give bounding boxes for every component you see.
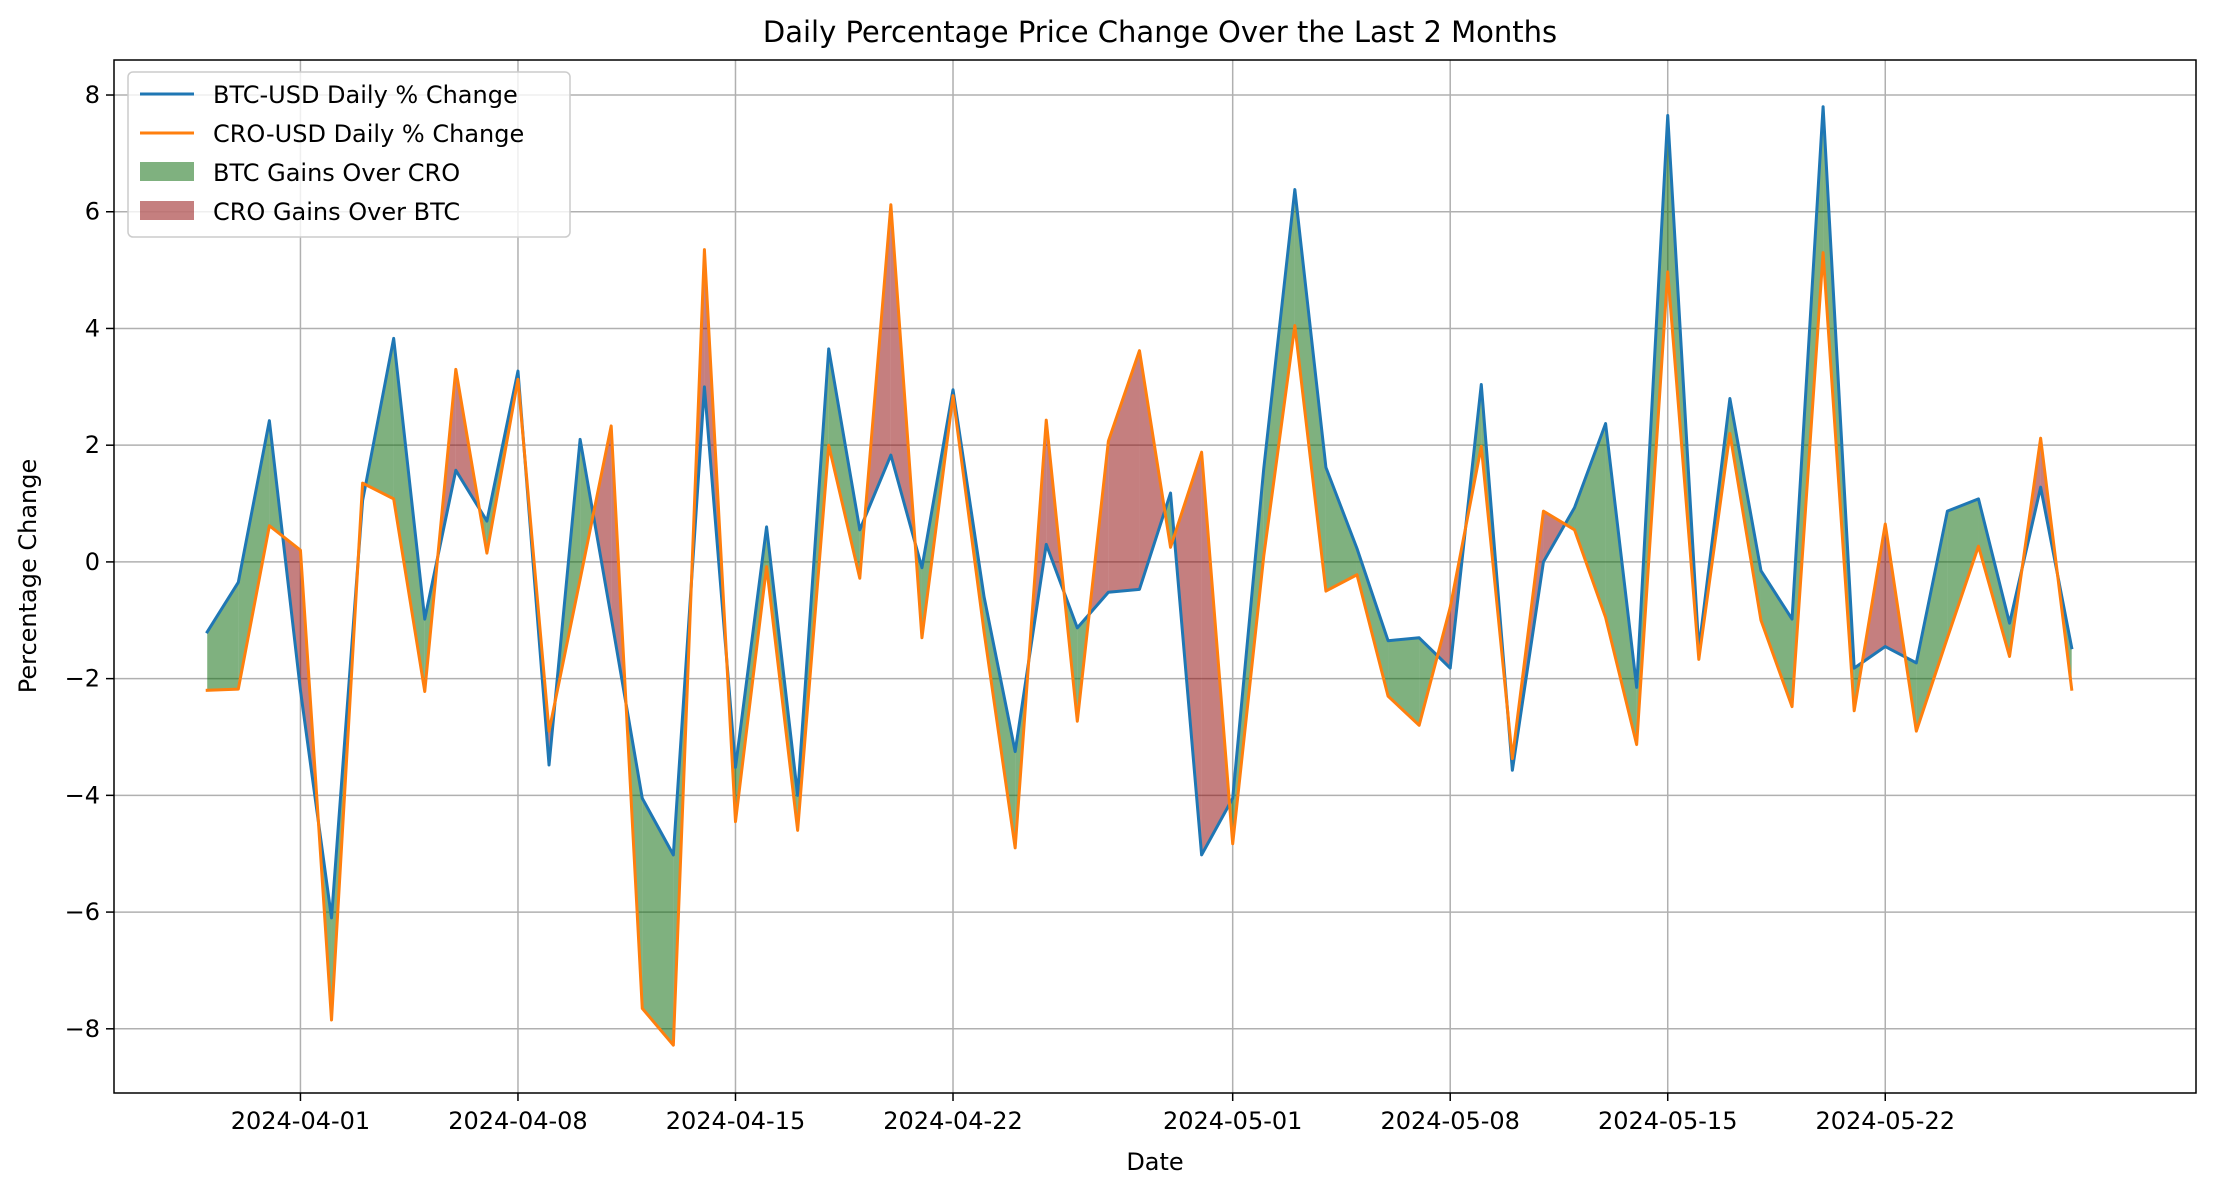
legend: BTC-USD Daily % Change CRO-USD Daily % C… [127,71,571,238]
btc-gain-area [238,420,270,690]
y-tick-label: −4 [65,781,100,809]
series-lines [205,105,2074,1047]
btc-gain-area [1294,189,1326,592]
x-tick-label: 2024-04-15 [666,1107,805,1135]
btc-gain-area [1760,570,1793,707]
legend-label-cro-gains: CRO Gains Over BTC [213,198,460,226]
btc-gain-area [828,348,860,579]
x-tick-label: 2024-04-08 [448,1107,587,1135]
y-tick-label: 6 [85,198,100,226]
btc-gain-area [1947,498,1979,638]
y-tick-label: 2 [85,431,100,459]
plot-frame [113,59,2197,1094]
y-tick-label: 4 [85,314,100,342]
btc-series-line [205,105,2074,920]
y-tick-label: −6 [65,898,100,926]
legend-label-btc-gains: BTC Gains Over CRO [213,159,460,187]
x-tick-label: 2024-05-22 [1816,1107,1955,1135]
btc-gain-area [580,439,594,580]
y-tick-label: 0 [85,548,100,576]
btc-gain-area [642,798,674,1046]
cro-gain-area [1543,511,1566,562]
y-tick-label: 8 [85,81,100,109]
btc-gain-area [207,582,239,691]
legend-label-cro: CRO-USD Daily % Change [213,120,524,148]
btc-gain-area [1916,511,1948,732]
x-axis-label: Date [1126,1148,1183,1176]
legend-swatch-btc-gains [140,162,194,181]
x-tick-label: 2024-05-01 [1163,1107,1302,1135]
legend-frame [127,71,571,238]
btc-gain-area [1263,189,1295,557]
cro-gain-area [1108,350,1140,593]
y-axis-label: Percentage Change [14,459,42,694]
x-axis-ticks: 2024-04-01 2024-04-08 2024-04-15 2024-04-22… [231,1093,1955,1135]
x-tick-label: 2024-04-01 [231,1107,370,1135]
y-tick-label: −2 [65,665,100,693]
y-tick-label: −8 [65,1015,100,1043]
btc-gain-area [1388,637,1420,726]
x-tick-label: 2024-04-22 [883,1107,1022,1135]
cro-series-line [205,203,2074,1047]
chart-title: Daily Percentage Price Change Over the L… [763,15,1557,49]
btc-gain-area [1574,423,1606,618]
y-axis-ticks: −8 −6 −4 −2 0 2 4 6 8 [65,81,114,1043]
cro-gain-area [593,425,612,618]
btc-gain-area [1978,498,2010,657]
btc-gain-area [1605,423,1637,745]
btc-gain-area [393,338,425,692]
x-tick-label: 2024-05-08 [1380,1107,1519,1135]
btc-gain-area [1356,548,1389,697]
x-tick-label: 2024-05-15 [1598,1107,1737,1135]
btc-gain-area [1325,467,1357,592]
legend-swatch-cro-gains [140,201,194,220]
cro-gain-area [1174,452,1202,855]
legend-label-btc: BTC-USD Daily % Change [213,81,518,109]
